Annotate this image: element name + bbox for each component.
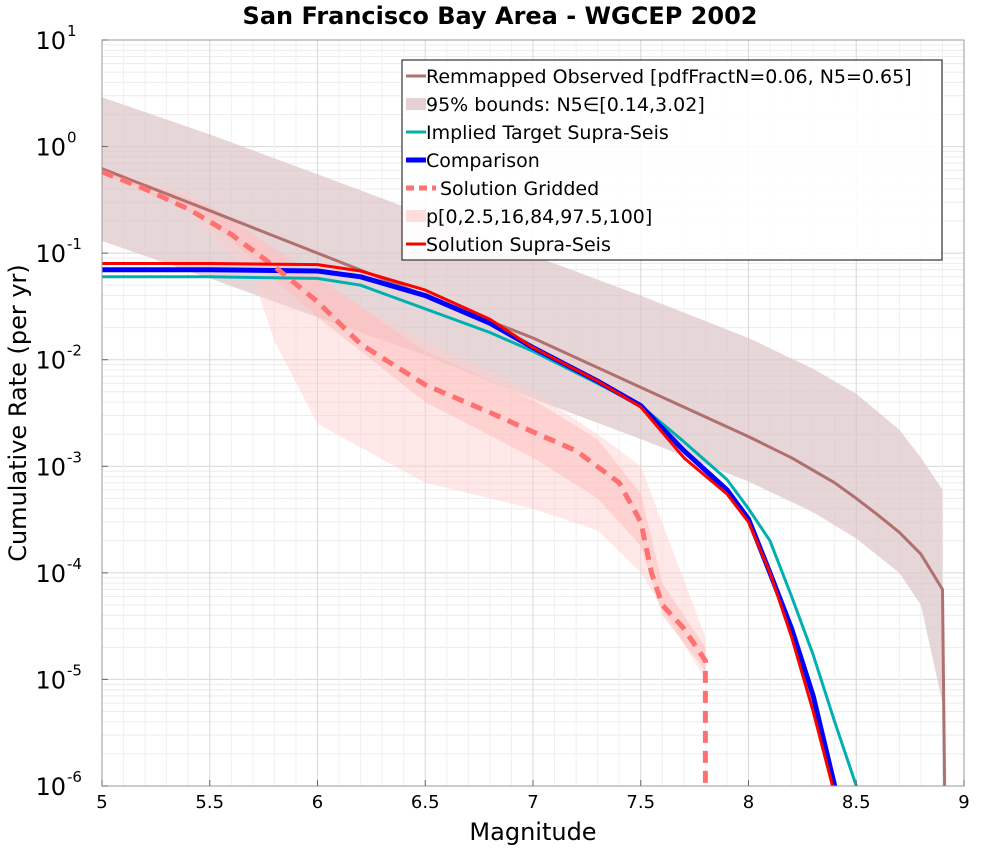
y-tick-exponent: 1 bbox=[67, 22, 77, 40]
series-line-6 bbox=[102, 262, 834, 787]
x-tick-label: 6 bbox=[312, 792, 323, 813]
y-tick-label: 10 bbox=[35, 27, 66, 55]
y-tick-label: 10 bbox=[35, 347, 66, 375]
legend-label: p[0,2.5,16,84,97.5,100] bbox=[426, 206, 652, 228]
y-tick-label: 10 bbox=[35, 134, 66, 162]
band-0 bbox=[102, 97, 943, 704]
x-tick-label: 6.5 bbox=[411, 792, 440, 813]
y-tick-exponent: -1 bbox=[67, 235, 82, 253]
legend-label: 95% bounds: N5∈[0.14,3.02] bbox=[426, 94, 705, 116]
confidence-bands bbox=[102, 97, 943, 704]
x-tick-label: 7 bbox=[527, 792, 538, 813]
chart-title: San Francisco Bay Area - WGCEP 2002 bbox=[243, 2, 758, 30]
x-tick-label: 5 bbox=[96, 792, 107, 813]
legend-label: Remmapped Observed [pdfFractN=0.06, N5=0… bbox=[426, 66, 912, 88]
legend-box bbox=[401, 59, 943, 261]
y-tick-label: 10 bbox=[35, 666, 66, 694]
x-tick-label: 8 bbox=[743, 792, 754, 813]
x-tick-label: 9 bbox=[958, 792, 969, 813]
y-tick-exponent: -2 bbox=[67, 342, 82, 360]
x-tick-label: 5.5 bbox=[195, 792, 224, 813]
y-tick-label: 10 bbox=[35, 453, 66, 481]
y-tick-label: 10 bbox=[35, 773, 66, 801]
legend-swatch bbox=[406, 210, 426, 222]
legend-label: Comparison bbox=[426, 150, 540, 172]
y-tick-label: 10 bbox=[35, 560, 66, 588]
y-axis-label: Cumulative Rate (per yr) bbox=[4, 264, 32, 562]
legend-label: Implied Target Supra-Seis bbox=[426, 122, 669, 144]
x-tick-label: 8.5 bbox=[842, 792, 871, 813]
legend-label: Solution Supra-Seis bbox=[426, 234, 611, 256]
x-axis-ticks: 5 5.5 6 6.5 7 7.5 8 8.5 9 bbox=[96, 780, 970, 813]
legend-label: Solution Gridded bbox=[440, 178, 599, 200]
y-tick-exponent: -6 bbox=[67, 768, 82, 786]
legend: Remmapped Observed [pdfFractN=0.06, N5=0… bbox=[401, 59, 943, 261]
x-axis-label: Magnitude bbox=[469, 818, 596, 846]
series-lines bbox=[101, 167, 947, 787]
y-tick-exponent: 0 bbox=[67, 129, 77, 147]
band-1 bbox=[102, 166, 706, 680]
y-tick-exponent: -4 bbox=[67, 555, 82, 573]
y-tick-exponent: -5 bbox=[67, 661, 82, 679]
series-line-4 bbox=[101, 169, 708, 786]
y-tick-label: 10 bbox=[35, 240, 66, 268]
x-tick-label: 7.5 bbox=[626, 792, 655, 813]
y-tick-exponent: -3 bbox=[67, 448, 82, 466]
series-line-0 bbox=[101, 167, 947, 787]
legend-swatch bbox=[406, 98, 426, 110]
